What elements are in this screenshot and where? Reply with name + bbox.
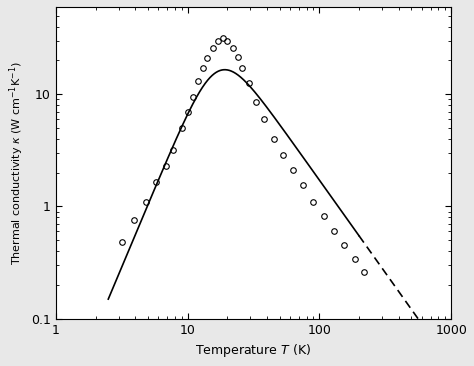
Y-axis label: Thermal conductivity $\kappa$ (W cm$^{-1}$K$^{-1}$): Thermal conductivity $\kappa$ (W cm$^{-1… xyxy=(7,61,26,265)
X-axis label: Temperature $T$ (K): Temperature $T$ (K) xyxy=(195,342,311,359)
